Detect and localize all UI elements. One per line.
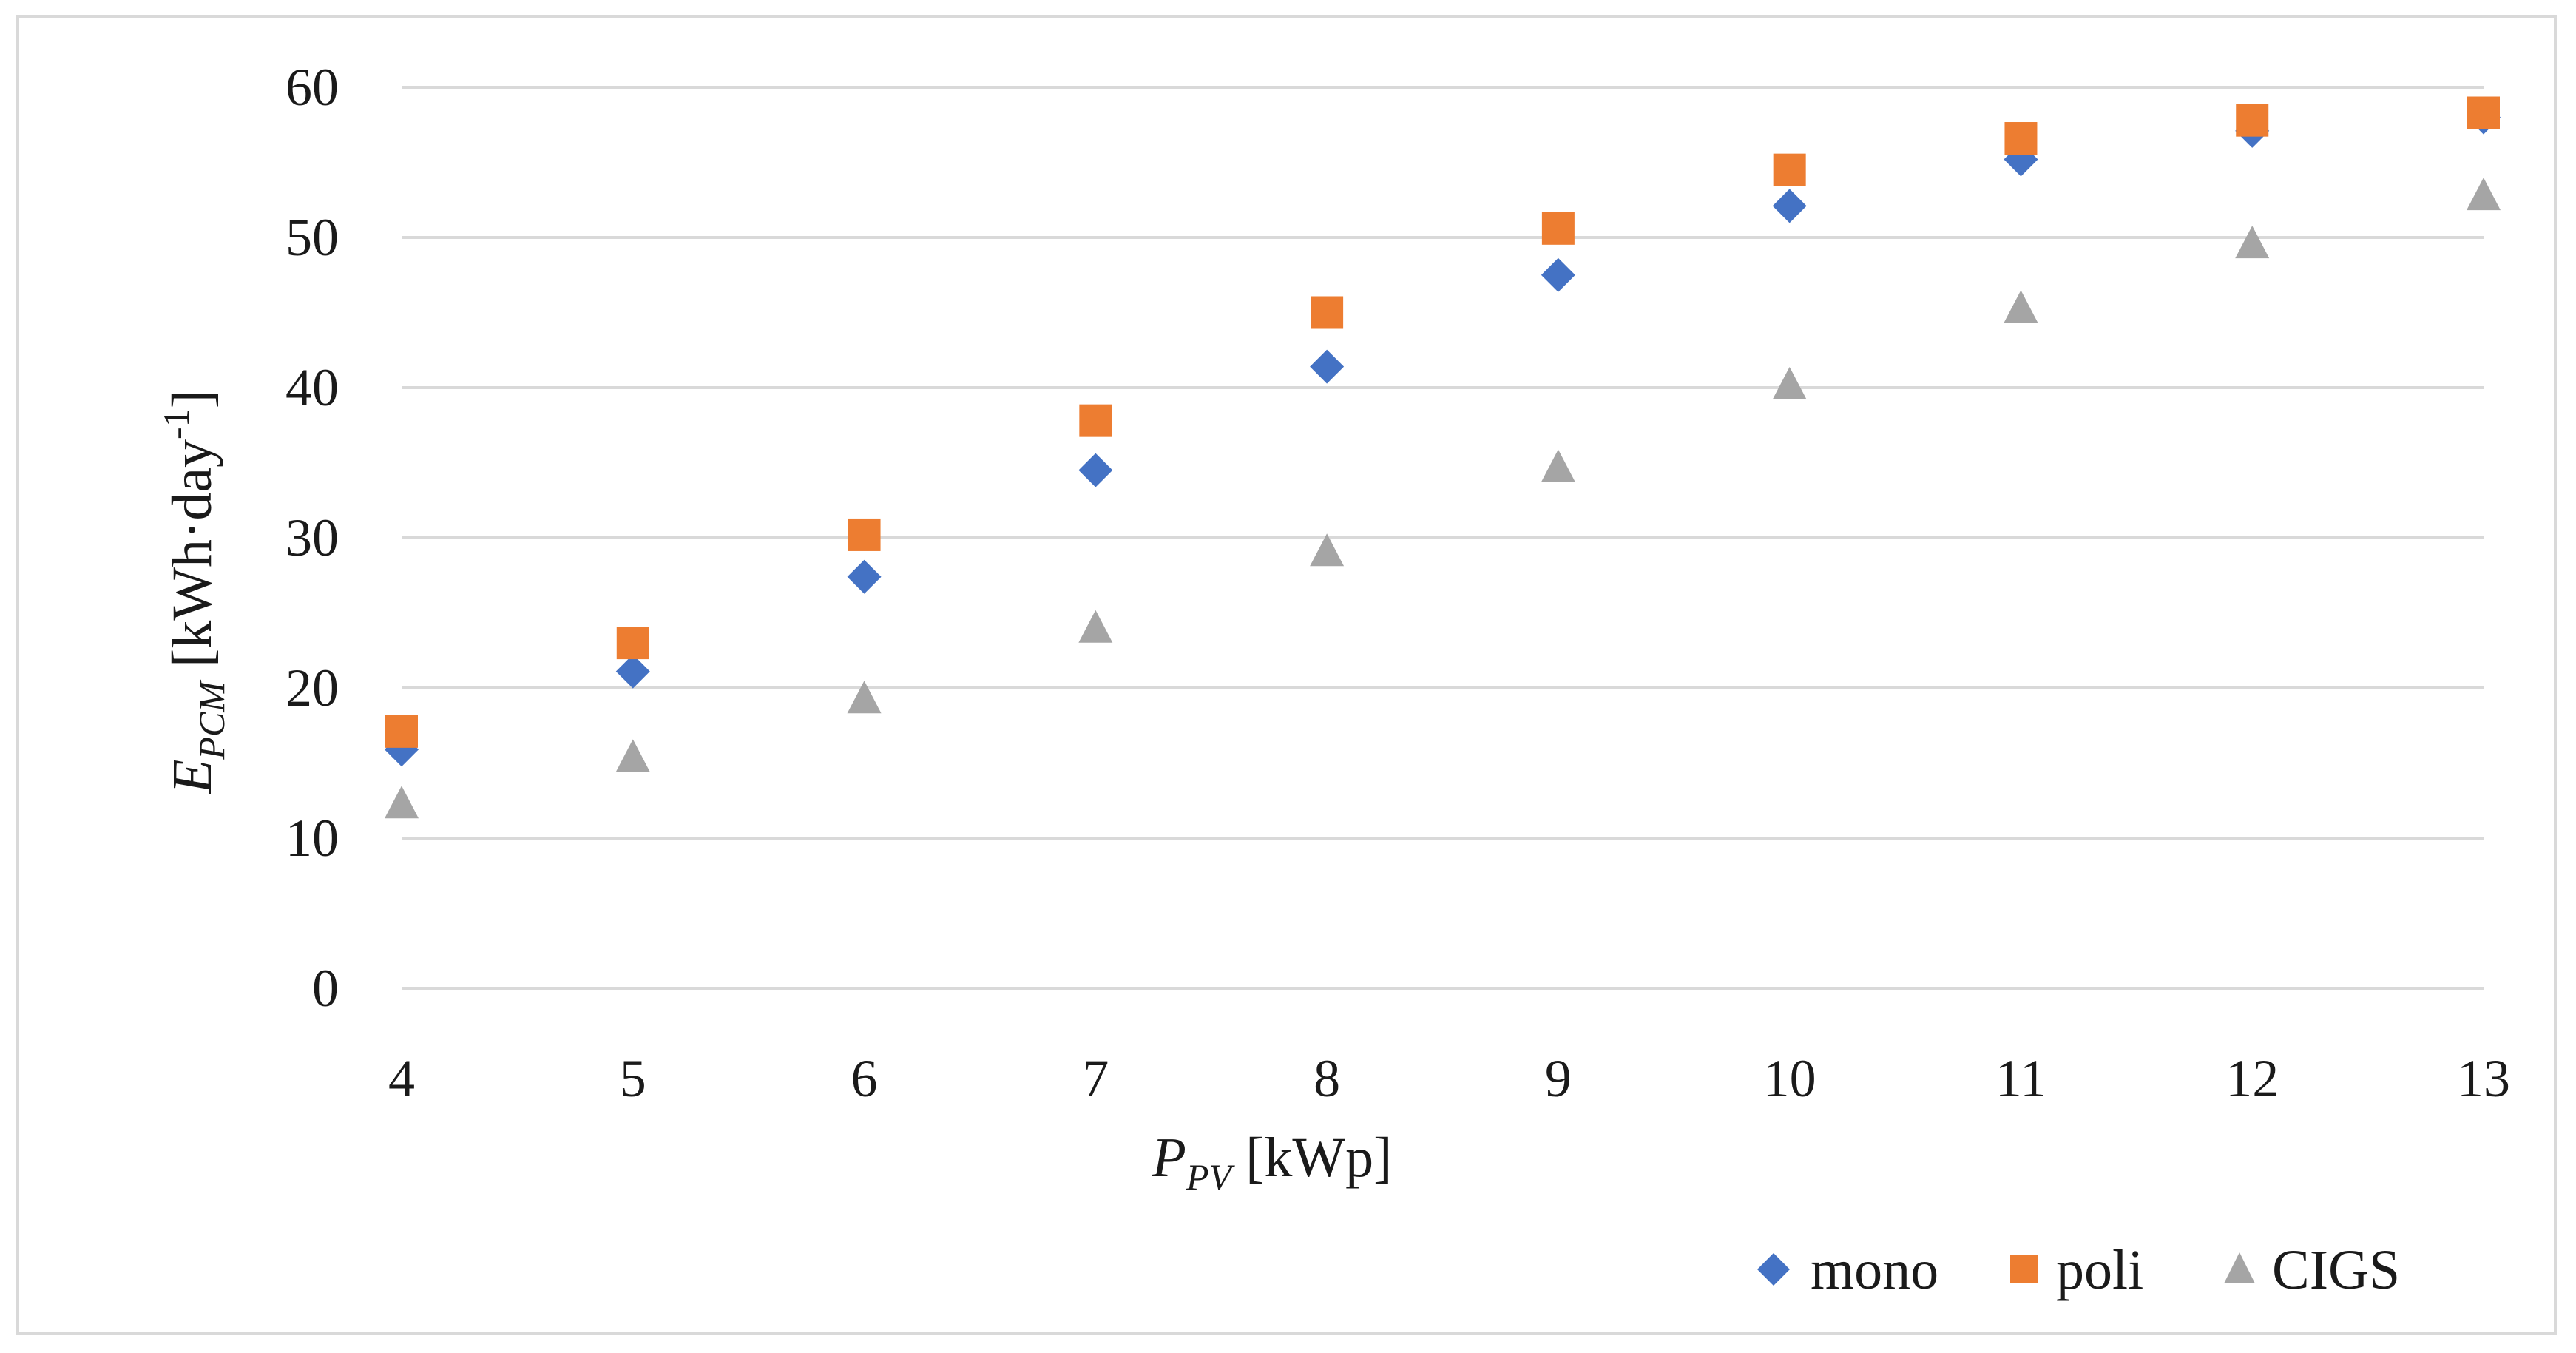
legend-item-mono: mono: [1757, 1239, 1938, 1301]
x-tick-label: 10: [1763, 1049, 1816, 1108]
data-point-cigs: [615, 739, 650, 772]
x-tick-label: 11: [1995, 1049, 2046, 1108]
x-axis-ticks: 4 5 6 7 8 9 10 11 12 13: [388, 1049, 2510, 1108]
x-tick-label: 12: [2225, 1049, 2279, 1108]
data-point-mono: [1310, 349, 1345, 384]
y-axis-title-main: E: [161, 760, 223, 794]
x-tick-label: 6: [851, 1049, 878, 1108]
x-tick-label: 7: [1082, 1049, 1109, 1108]
y-tick-label: 10: [285, 809, 339, 868]
data-series: [385, 96, 2501, 819]
y-tick-label: 0: [312, 959, 339, 1018]
data-point-mono: [1772, 189, 1807, 223]
data-point-cigs: [1772, 366, 1807, 399]
x-axis-title: PPV [kWp]: [1152, 1127, 1393, 1198]
data-point-cigs: [2467, 178, 2501, 211]
x-axis-title-sub: PV: [1186, 1156, 1236, 1198]
data-point-poli: [848, 518, 881, 551]
series-mono: [385, 100, 2501, 767]
data-point-mono: [615, 654, 650, 689]
legend-item-poli: poli: [2010, 1239, 2143, 1301]
data-point-poli: [616, 627, 649, 660]
series-poli: [385, 96, 2500, 748]
x-tick-label: 8: [1314, 1049, 1340, 1108]
y-axis-ticks: 0 10 20 30 40 50 60: [285, 58, 339, 1018]
data-point-cigs: [1078, 610, 1113, 643]
data-point-cigs: [2235, 226, 2270, 259]
legend-label-mono: mono: [1811, 1239, 1938, 1301]
data-point-poli: [1079, 404, 1112, 437]
chart-frame: [16, 15, 2557, 1335]
x-axis-title-main: P: [1152, 1127, 1186, 1189]
x-tick-label: 4: [388, 1049, 415, 1108]
legend-marker-mono: [1757, 1253, 1790, 1286]
data-point-poli: [2236, 104, 2269, 137]
series-cigs: [385, 178, 2501, 819]
data-point-cigs: [847, 681, 882, 714]
y-axis-title-sup: -1: [155, 408, 197, 439]
y-axis-title-sub: PCM: [191, 680, 232, 760]
data-point-cigs: [1310, 533, 1345, 567]
legend-marker-cigs: [2224, 1252, 2255, 1283]
data-point-poli: [2004, 122, 2038, 155]
y-axis-title-unit: [kWh·day: [161, 439, 223, 681]
x-tick-label: 5: [620, 1049, 646, 1108]
data-point-poli: [1541, 212, 1575, 245]
data-point-cigs: [385, 786, 419, 819]
data-point-mono: [847, 559, 882, 594]
gridlines: [402, 86, 2484, 990]
data-point-poli: [1311, 296, 1344, 329]
data-point-poli: [2467, 96, 2500, 129]
data-point-mono: [1541, 257, 1575, 292]
y-tick-label: 40: [285, 358, 339, 417]
y-tick-label: 30: [285, 508, 339, 567]
data-point-poli: [385, 715, 418, 748]
y-tick-label: 20: [285, 658, 339, 718]
y-axis-title: EPCM [kWh·day-1]: [155, 390, 232, 794]
data-point-mono: [1078, 453, 1113, 487]
data-point-cigs: [1541, 449, 1575, 482]
y-tick-label: 60: [285, 58, 339, 117]
y-axis-title-close: ]: [161, 390, 223, 408]
data-point-cigs: [2004, 290, 2038, 323]
legend: mono poli CIGS: [1757, 1239, 2400, 1301]
y-tick-label: 50: [285, 208, 339, 267]
legend-item-cigs: CIGS: [2224, 1239, 2400, 1301]
legend-label-cigs: CIGS: [2272, 1239, 2400, 1301]
legend-marker-poli: [2010, 1255, 2038, 1283]
x-axis-title-unit: [kWp]: [1231, 1127, 1392, 1189]
legend-label-poli: poli: [2056, 1239, 2143, 1301]
x-tick-label: 13: [2457, 1049, 2510, 1108]
data-point-poli: [1773, 153, 1806, 186]
x-tick-label: 9: [1545, 1049, 1572, 1108]
